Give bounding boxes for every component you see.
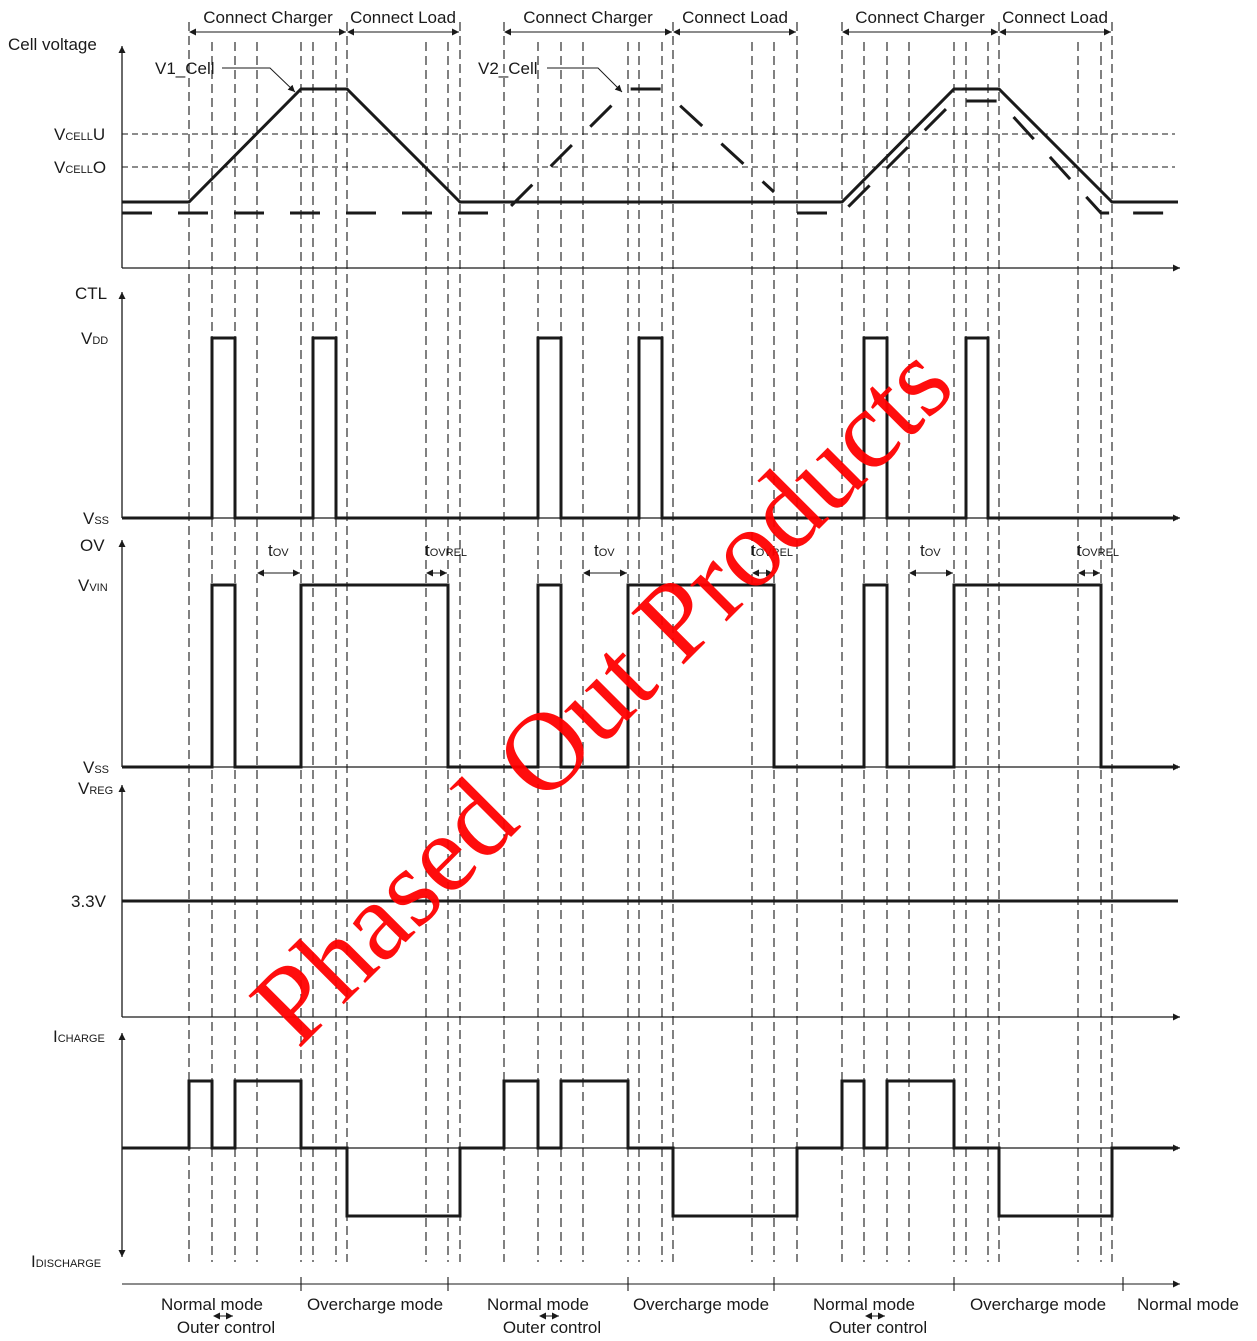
mode-outer-3: Outer control <box>829 1318 927 1337</box>
phase-label-load-2: Connect Load <box>682 8 788 27</box>
vreg-axis-label: VREG <box>78 779 113 798</box>
v33-label: 3.3V <box>71 892 107 911</box>
phase-label-load-3: Connect Load <box>1002 8 1108 27</box>
mode-overcharge-3: Overcharge mode <box>970 1295 1106 1314</box>
v2-cell-trace <box>122 87 776 215</box>
phase-label-load-1: Connect Load <box>350 8 456 27</box>
ctl-axis-label: CTL <box>75 284 107 303</box>
vcello-label: VCELLO <box>54 158 106 177</box>
v2-cell-label: V2_Cell <box>478 59 538 78</box>
icharge-waveform <box>122 1079 1178 1218</box>
mode-outer-1: Outer control <box>177 1318 275 1337</box>
phase-label-charger-1: Connect Charger <box>203 8 333 27</box>
tovrel-label-3: tOVREL <box>1077 541 1119 560</box>
mode-axis <box>122 1277 1180 1320</box>
tov-label-1: tOV <box>268 541 289 560</box>
mode-normal-4: Normal mode <box>1137 1295 1239 1314</box>
phase-labels: Connect Charger Connect Load Connect Cha… <box>194 7 1109 27</box>
tov-label-3: tOV <box>920 541 941 560</box>
phase-label-charger-2: Connect Charger <box>523 8 653 27</box>
vdd-label: VDD <box>81 329 108 348</box>
timing-guides <box>188 22 1113 1262</box>
ctl-waveform <box>122 336 1178 520</box>
mode-normal-3: Normal mode <box>813 1295 915 1314</box>
mode-normal-2: Normal mode <box>487 1295 589 1314</box>
mode-overcharge-1: Overcharge mode <box>307 1295 443 1314</box>
vss-ctl-label: VSS <box>83 509 109 528</box>
tovrel-label-1: tOVREL <box>425 541 467 560</box>
ov-axis-label: OV <box>80 536 105 555</box>
vvin-label: VVIN <box>78 576 108 595</box>
tovrel-label-2: tOVREL <box>751 541 793 560</box>
mode-outer-2: Outer control <box>503 1318 601 1337</box>
v2-cell-trace-3 <box>797 99 1178 215</box>
icharge-axis-label: ICHARGE <box>53 1027 105 1046</box>
v1-cell-trace <box>122 87 1178 204</box>
mode-normal-1: Normal mode <box>161 1295 263 1314</box>
mode-overcharge-2: Overcharge mode <box>633 1295 769 1314</box>
idischarge-axis-label: IDISCHARGE <box>31 1252 101 1271</box>
vss-ov-label: VSS <box>83 758 109 777</box>
v1-cell-label: V1_Cell <box>155 59 215 78</box>
threshold-lines <box>122 133 1175 168</box>
cell-voltage-axis-label: Cell voltage <box>8 35 97 54</box>
phase-label-charger-3: Connect Charger <box>855 8 985 27</box>
tov-label-2: tOV <box>594 541 615 560</box>
trace-callouts <box>222 67 623 93</box>
vcellu-label: VCELLU <box>54 125 105 144</box>
